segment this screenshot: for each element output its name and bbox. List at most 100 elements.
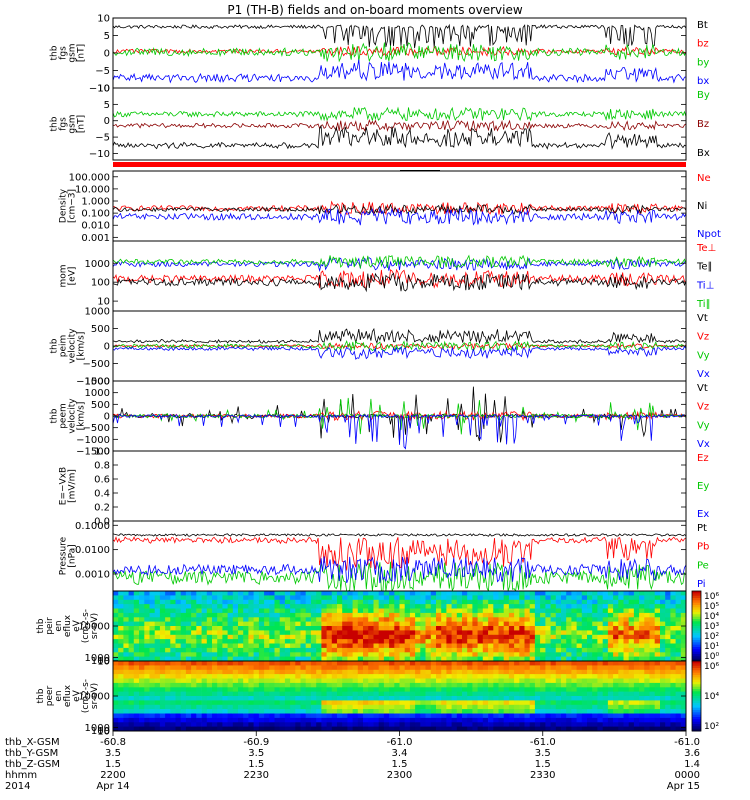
heat-cell <box>623 599 630 605</box>
heat-cell <box>503 682 510 688</box>
heat-cell <box>258 647 265 653</box>
heat-cell <box>368 630 374 636</box>
heat-cell <box>493 717 499 723</box>
heat-cell <box>133 591 140 596</box>
heat-cell <box>238 713 244 719</box>
heat-cell <box>503 713 510 719</box>
heat-cell <box>331 678 338 684</box>
heat-cell <box>571 634 577 640</box>
heat-cell <box>310 617 317 623</box>
heat-cell <box>555 682 562 688</box>
heat-cell <box>503 621 510 627</box>
axis-label: eflux <box>63 614 73 637</box>
heat-cell <box>399 617 406 623</box>
heat-cell <box>279 599 286 605</box>
heat-cell <box>352 656 359 662</box>
heat-cell <box>436 661 442 666</box>
heat-cell <box>665 687 671 693</box>
heat-cell <box>253 608 260 614</box>
heat-cell <box>472 700 478 706</box>
heat-cell <box>639 726 645 732</box>
heat-cell <box>571 674 577 679</box>
heat-cell <box>404 630 411 636</box>
heat-cell <box>165 709 171 714</box>
heat-cell <box>389 669 395 675</box>
heat-cell <box>602 626 609 631</box>
heat-cell <box>206 591 213 596</box>
heat-cell <box>248 626 254 631</box>
heat-cell <box>175 608 182 614</box>
axis-label: [cm−3] <box>68 189 78 223</box>
heat-cell <box>243 608 249 614</box>
heat-cell <box>597 591 603 596</box>
heat-cell <box>633 652 640 658</box>
heat-cell <box>316 626 322 631</box>
heat-cell <box>415 717 421 723</box>
heat-cell <box>456 674 463 679</box>
heat-cell <box>576 630 583 636</box>
heat-cell <box>540 669 546 675</box>
heat-cell <box>310 643 317 649</box>
heat-cell <box>159 626 166 631</box>
heat-cell <box>394 647 400 653</box>
heat-cell <box>217 682 223 688</box>
series-line <box>112 257 687 273</box>
heat-cell <box>232 678 239 684</box>
heat-cell <box>472 647 478 653</box>
heat-cell <box>561 634 567 640</box>
series-line <box>112 533 687 537</box>
heat-cell <box>378 713 385 719</box>
heat-cell <box>337 717 343 723</box>
heat-cell <box>347 652 353 658</box>
heat-cell <box>170 634 176 640</box>
heat-cell <box>477 612 484 618</box>
heat-cell <box>467 626 473 631</box>
heat-cell <box>404 626 411 631</box>
heat-cell <box>680 634 687 640</box>
heat-cell <box>331 608 338 614</box>
heat-cell <box>243 656 249 662</box>
ephemeris-value: 2330 <box>530 770 555 781</box>
tick-label: 0.1000 <box>75 521 110 532</box>
heat-cell <box>206 647 213 653</box>
heat-cell <box>571 639 577 644</box>
heat-cell <box>363 630 369 636</box>
heat-cell <box>498 626 505 631</box>
heat-cell <box>347 647 353 653</box>
heat-cell <box>482 656 489 662</box>
heat-cell <box>383 661 390 666</box>
heat-cell <box>310 599 317 605</box>
heat-cell <box>389 621 395 627</box>
heat-cell <box>576 634 583 640</box>
colorbar-step <box>692 658 701 662</box>
heat-cell <box>576 604 583 609</box>
heat-cell <box>383 634 390 640</box>
heat-cell <box>493 599 499 605</box>
heat-cell <box>144 634 150 640</box>
heat-cell <box>524 621 531 627</box>
heat-cell <box>644 700 650 706</box>
heat-cell <box>498 599 505 605</box>
heat-cell <box>404 669 411 675</box>
heat-cell <box>571 647 577 653</box>
heat-cell <box>498 717 505 723</box>
heat-cell <box>675 617 682 623</box>
heat-cell <box>566 661 572 666</box>
heat-cell <box>269 617 275 623</box>
heat-cell <box>581 678 588 684</box>
heat-cell <box>206 726 213 732</box>
heat-cell <box>618 682 624 688</box>
heat-cell <box>451 661 458 666</box>
heat-cell <box>540 599 546 605</box>
heat-cell <box>514 608 520 614</box>
heat-cell <box>399 704 406 710</box>
heat-cell <box>352 634 359 640</box>
heat-cell <box>654 717 661 723</box>
heat-cell <box>175 682 182 688</box>
heat-cell <box>415 595 421 601</box>
heat-cell <box>561 661 567 666</box>
heat-cell <box>472 617 478 623</box>
heat-cell <box>566 639 572 644</box>
heat-cell <box>337 639 343 644</box>
heat-cell <box>253 717 260 723</box>
